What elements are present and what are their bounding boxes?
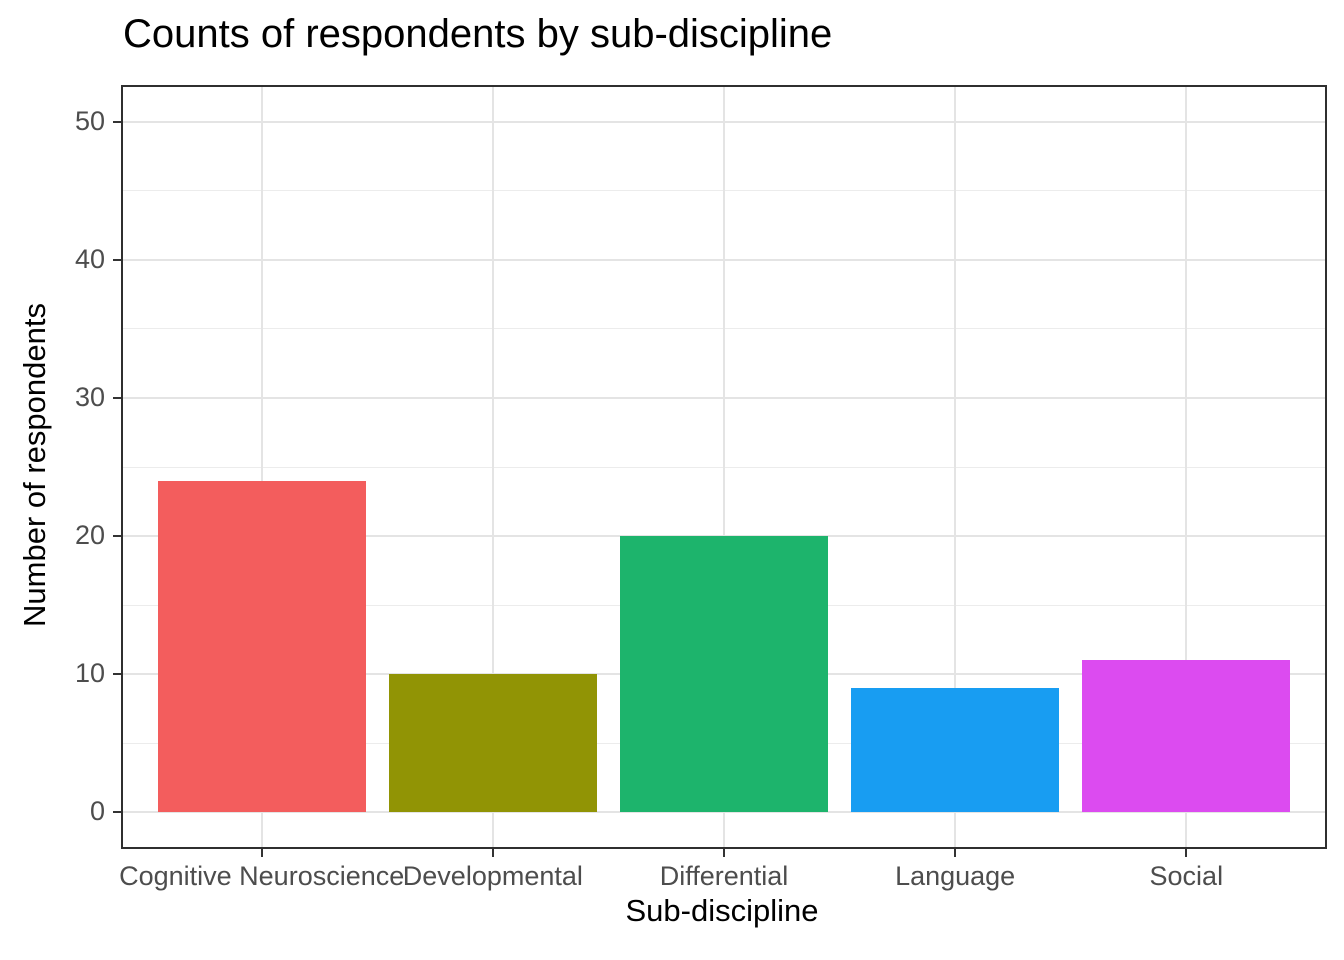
y-axis-tick <box>113 120 121 123</box>
x-axis-tick <box>491 849 494 857</box>
x-tick-label: Developmental <box>402 861 583 891</box>
y-axis-title: Number of respondents <box>17 303 52 627</box>
y-axis-tick <box>113 535 121 538</box>
y-tick-label: 40 <box>74 243 105 274</box>
y-tick-label: 20 <box>74 520 105 551</box>
bar-social <box>1082 660 1291 813</box>
x-tick-label: Cognitive Neuroscience <box>119 861 405 891</box>
x-axis-tick <box>954 849 957 857</box>
y-axis-tick <box>113 673 121 676</box>
x-axis-tick <box>260 849 263 857</box>
vertical-gridline <box>491 87 494 847</box>
vertical-gridline <box>1185 87 1188 847</box>
vertical-gridline <box>260 87 263 847</box>
plot-panel <box>121 85 1327 849</box>
bar-developmental <box>388 674 597 813</box>
x-axis-title: Sub-discipline <box>625 893 819 928</box>
bar-language <box>851 688 1060 813</box>
vertical-gridline <box>723 87 725 847</box>
y-tick-label: 10 <box>74 658 105 689</box>
y-tick-label: 50 <box>74 105 105 136</box>
chart-title: Counts of respondents by sub-discipline <box>123 12 833 56</box>
x-tick-label: Social <box>1149 861 1224 891</box>
y-axis-tick <box>113 811 121 814</box>
x-tick-label: Differential <box>659 861 789 891</box>
y-tick-label: 0 <box>89 796 105 827</box>
bar-differential <box>619 536 828 813</box>
x-axis-tick <box>1185 849 1188 857</box>
bar-cognitive-neuroscience <box>157 480 366 813</box>
y-axis-tick <box>113 258 121 261</box>
y-axis-tick <box>113 396 121 399</box>
vertical-gridline <box>954 87 957 847</box>
x-tick-label: Language <box>895 861 1016 891</box>
y-tick-label: 30 <box>74 381 105 412</box>
x-axis-tick <box>723 849 725 857</box>
